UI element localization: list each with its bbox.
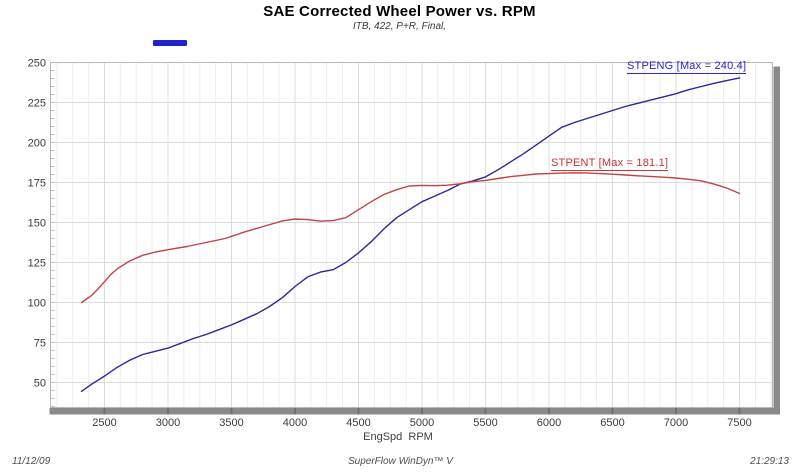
svg-text:7000: 7000 bbox=[664, 417, 688, 429]
svg-text:125: 125 bbox=[28, 258, 46, 270]
svg-text:3500: 3500 bbox=[219, 417, 243, 429]
svg-text:5500: 5500 bbox=[473, 417, 497, 429]
svg-text:200: 200 bbox=[28, 138, 46, 150]
plot-border bbox=[50, 62, 773, 408]
legend-swatch bbox=[153, 40, 187, 46]
svg-text:250: 250 bbox=[28, 58, 46, 70]
svg-text:225: 225 bbox=[28, 98, 46, 110]
svg-text:75: 75 bbox=[34, 338, 46, 350]
x-axis-label: EngSpd RPM bbox=[363, 431, 433, 443]
axis-shadow-bars bbox=[49, 66, 780, 415]
x-tick-labels: 2500 3000 3500 4000 4500 5000 5500 6000 6500 7000… bbox=[92, 417, 751, 429]
stpent-curve bbox=[80, 172, 741, 304]
y-minor-ticks bbox=[50, 62, 55, 408]
stpeng-curve bbox=[80, 77, 741, 392]
svg-text:6500: 6500 bbox=[600, 417, 624, 429]
report-date: 11/12/09 bbox=[12, 456, 51, 467]
major-gridlines bbox=[50, 62, 773, 408]
svg-text:3000: 3000 bbox=[156, 417, 180, 429]
y-tick-labels: 50 75 100 125 150 175 200 225 250 bbox=[28, 58, 46, 390]
page-subtitle: ITB, 422, P+R, Final, bbox=[352, 21, 447, 32]
svg-text:5000: 5000 bbox=[410, 417, 434, 429]
svg-text:7500: 7500 bbox=[727, 417, 751, 429]
svg-text:6000: 6000 bbox=[537, 417, 561, 429]
stpent-max-label: STPENT [Max = 181.1] bbox=[551, 157, 669, 171]
software-name: SuperFlow WinDyn™ V bbox=[348, 456, 453, 467]
svg-text:175: 175 bbox=[28, 178, 46, 190]
stpeng-max-label: STPENG [Max = 240.4] bbox=[627, 60, 747, 74]
svg-text:2500: 2500 bbox=[92, 417, 116, 429]
minor-gridlines bbox=[56, 62, 772, 408]
svg-text:100: 100 bbox=[28, 298, 46, 310]
svg-text:50: 50 bbox=[34, 378, 46, 390]
svg-text:4500: 4500 bbox=[346, 417, 370, 429]
svg-text:150: 150 bbox=[28, 218, 46, 230]
svg-text:4000: 4000 bbox=[283, 417, 307, 429]
report-time: 21:29:13 bbox=[750, 456, 789, 467]
page-title: SAE Corrected Wheel Power vs. RPM bbox=[263, 3, 536, 20]
